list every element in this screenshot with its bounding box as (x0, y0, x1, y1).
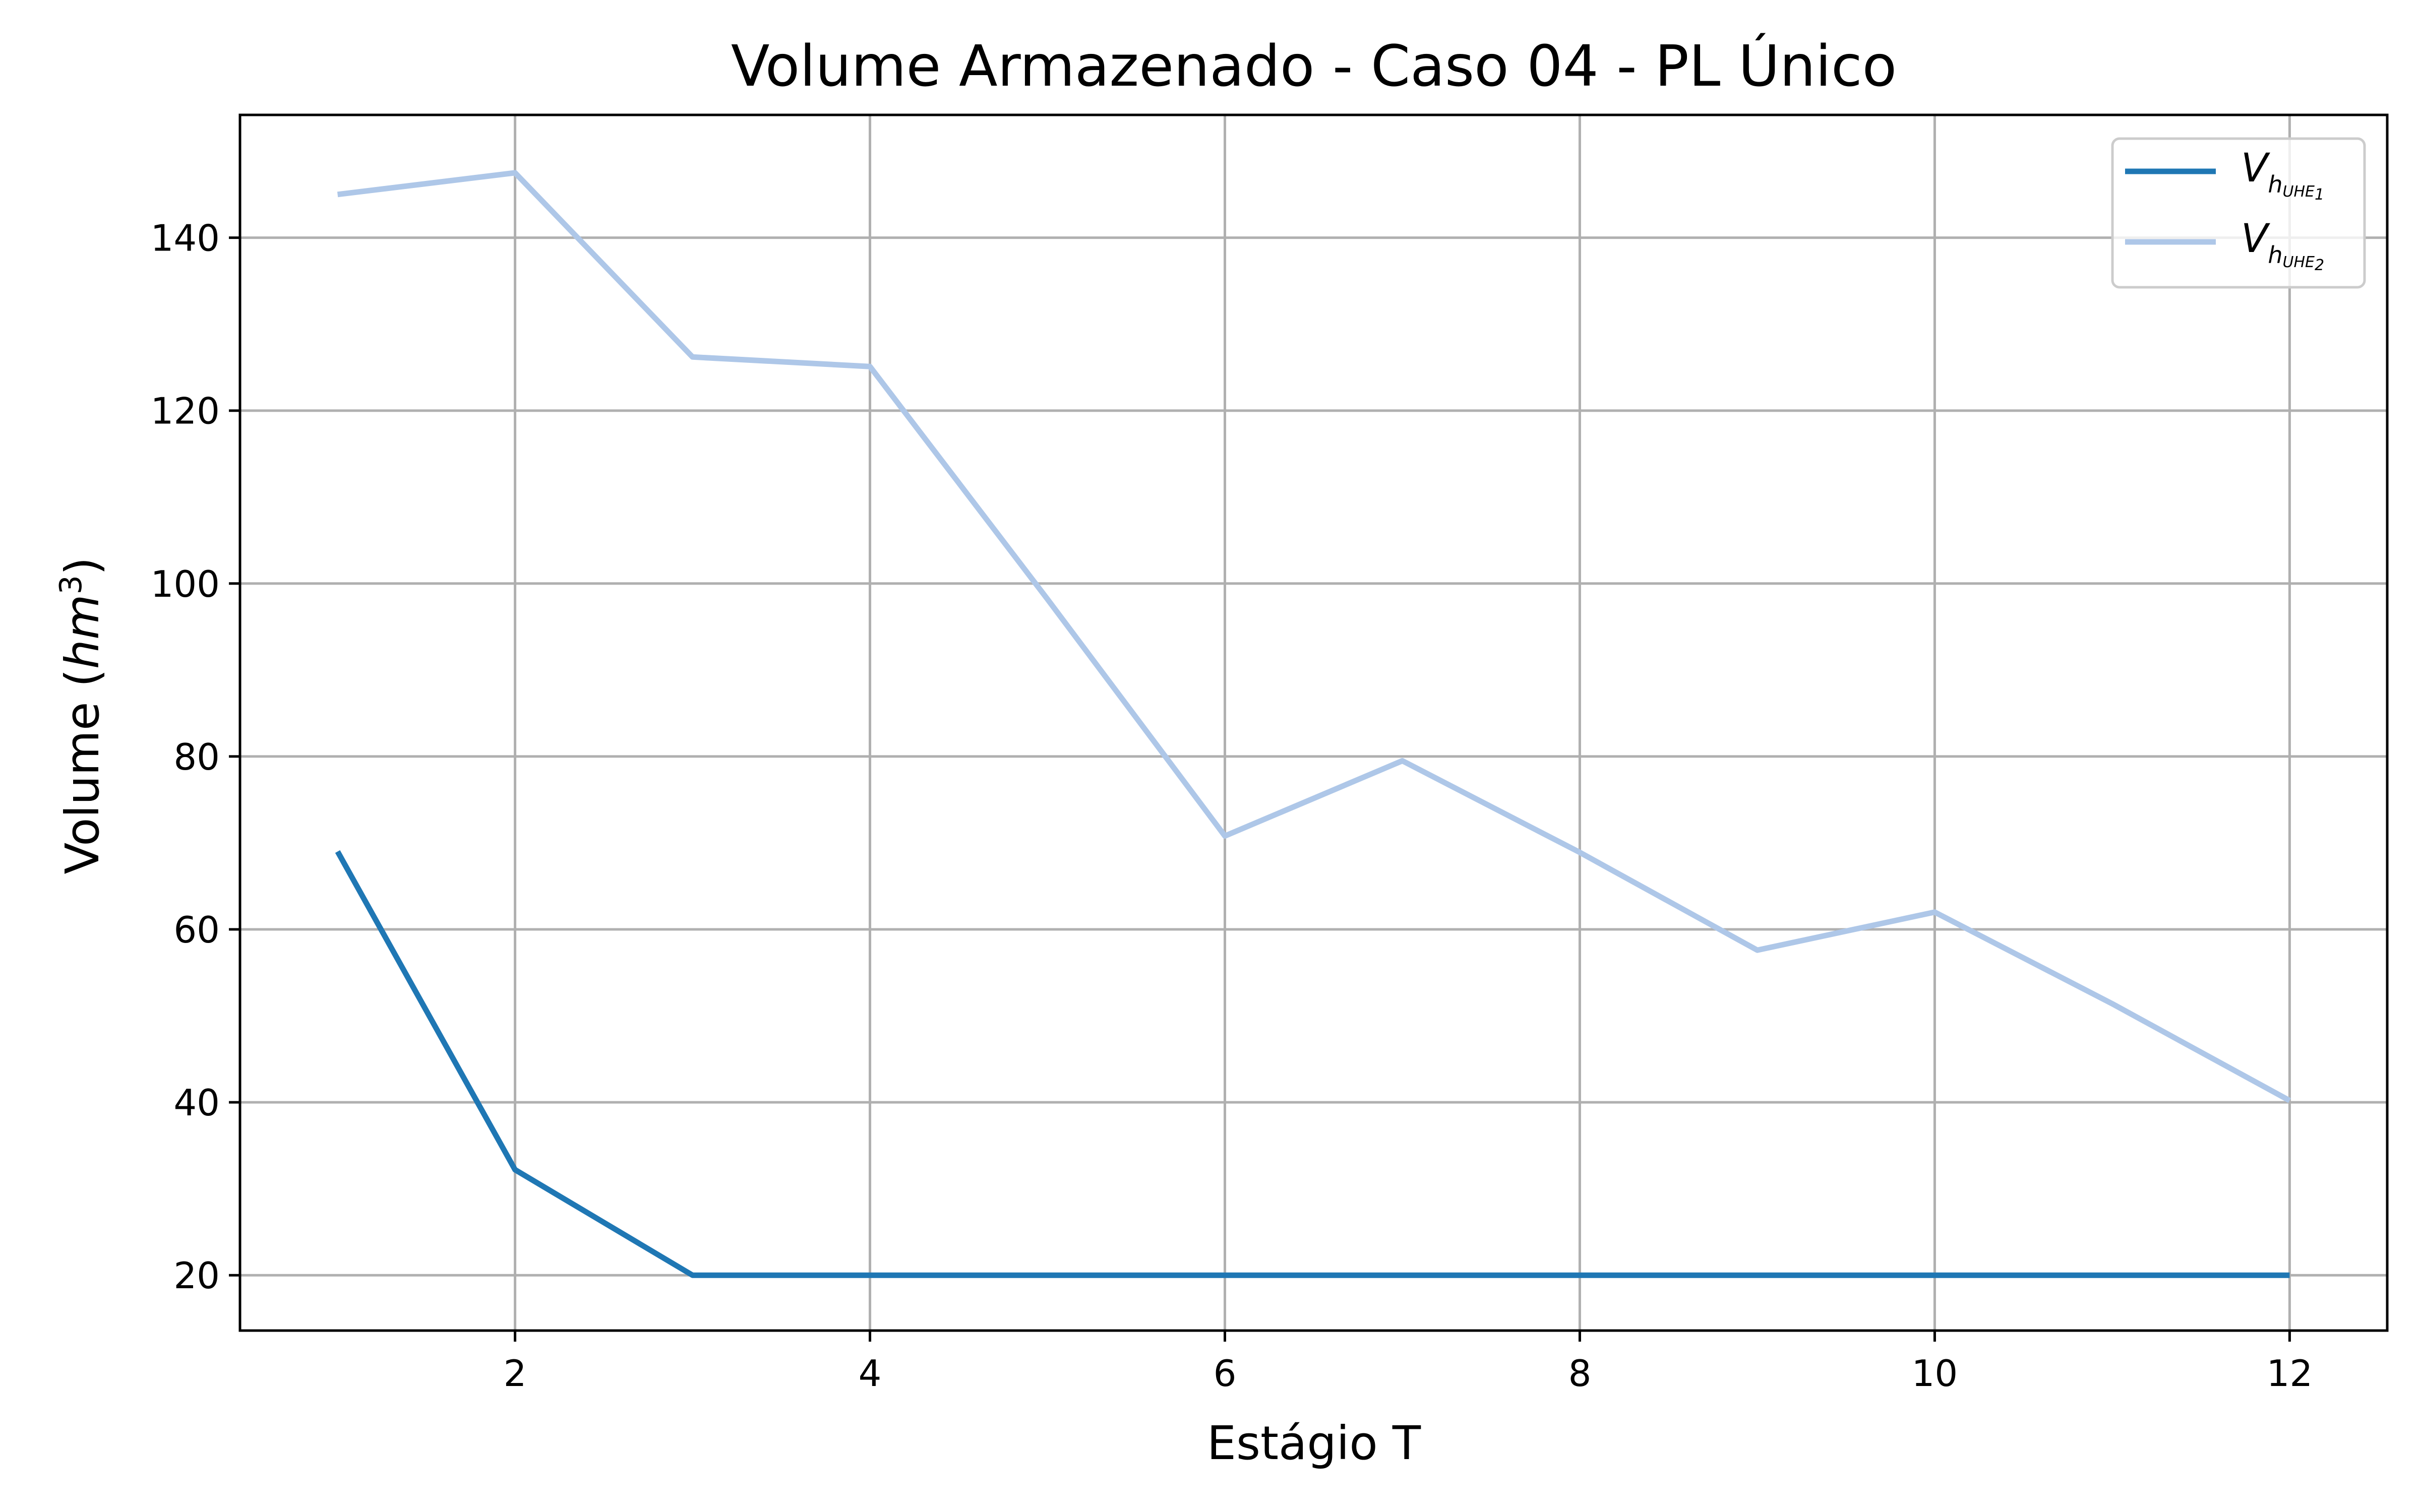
chart-title: Volume Armazenado - Caso 04 - PL Único (731, 33, 1897, 99)
y-tick-label: 20 (173, 1254, 220, 1297)
plot-frame (238, 113, 2389, 1332)
legend: VhUHE1 VhUHE2 (2111, 137, 2366, 289)
y-tick-label: 80 (173, 736, 220, 778)
x-axis-ticks: 2 4 6 8 10 12 (504, 1331, 2313, 1395)
x-tick-label: 10 (1912, 1352, 1958, 1395)
legend-label-1: VhUHE1 (2241, 146, 2324, 204)
y-tick-label: 40 (173, 1082, 220, 1124)
legend-box (2111, 137, 2366, 289)
y-tick-label: 100 (151, 563, 220, 605)
x-axis-label: Estágio T (1207, 1416, 1421, 1470)
x-tick-label: 6 (1214, 1352, 1237, 1395)
y-axis-ticks: 20 40 60 80 100 120 140 (151, 217, 240, 1297)
x-tick-label: 2 (504, 1352, 527, 1395)
y-tick-label: 60 (173, 909, 220, 951)
y-axis-label: Volume (hm3) (53, 557, 109, 874)
y-tick-label: 140 (151, 217, 220, 260)
y-tick-label: 120 (151, 390, 220, 432)
legend-label-2: VhUHE2 (2241, 216, 2324, 274)
series-line-1 (335, 850, 2290, 1278)
x-tick-label: 4 (859, 1352, 882, 1395)
series-lines (335, 170, 2291, 1278)
series-line-2 (337, 170, 2291, 1103)
x-tick-label: 12 (2267, 1352, 2313, 1395)
x-tick-label: 8 (1568, 1352, 1592, 1395)
